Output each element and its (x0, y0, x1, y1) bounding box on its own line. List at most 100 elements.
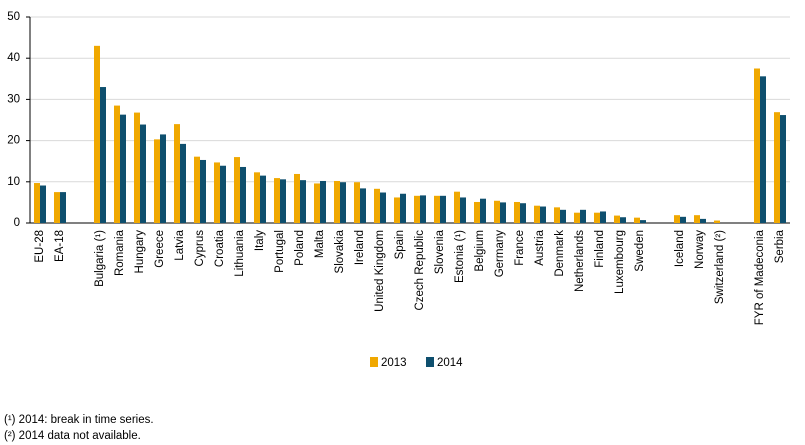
x-tick-label: United Kingdom (374, 230, 386, 312)
bar (394, 197, 400, 223)
bar (500, 202, 506, 223)
bar (700, 218, 706, 223)
bar (594, 212, 600, 223)
bar (634, 217, 640, 223)
bar (294, 173, 300, 223)
bar (234, 157, 240, 223)
bar (374, 188, 380, 223)
bar (254, 172, 260, 223)
bar (60, 192, 66, 223)
bar (480, 198, 486, 223)
x-tick-label: Spain (394, 230, 406, 259)
x-tick-label: Italy (254, 230, 266, 251)
x-tick-label: Luxembourg (614, 230, 626, 294)
y-tick-label: 10 (7, 176, 20, 188)
x-tick-label: Austria (534, 229, 546, 265)
bar (360, 188, 366, 223)
x-tick-label: Sweden (634, 230, 646, 272)
bar (400, 193, 406, 223)
bar (114, 105, 120, 223)
footnote: (¹) 2014: break in time series. (4, 414, 154, 426)
x-tick-label: Finland (594, 230, 606, 268)
bar (434, 195, 440, 223)
y-tick-label: 50 (7, 11, 20, 23)
bar (440, 195, 446, 223)
x-tick-label: Slovakia (334, 229, 346, 273)
bar (214, 162, 220, 223)
bar (714, 220, 720, 223)
bar (160, 134, 166, 223)
bar (514, 201, 520, 223)
x-tick-label: Denmark (554, 230, 566, 277)
x-tick-label: Belgium (474, 230, 486, 272)
bar (460, 197, 466, 223)
y-tick-label: 40 (7, 52, 20, 64)
bar (134, 112, 140, 223)
bar (260, 175, 266, 223)
x-tick-label: Hungary (134, 230, 146, 274)
bar (194, 156, 200, 223)
x-tick-label: Greece (154, 230, 166, 268)
x-tick-label: Romania (114, 229, 126, 276)
bar (314, 183, 320, 223)
bar (580, 209, 586, 223)
footnote: (²) 2014 data not available. (4, 430, 141, 442)
x-tick-label: Netherlands (574, 230, 586, 292)
bar (174, 124, 180, 223)
x-tick-label: Malta (314, 229, 326, 258)
x-tick-label: EU-28 (34, 230, 46, 263)
bar (754, 68, 760, 223)
y-tick-label: 30 (7, 93, 20, 105)
bar (494, 200, 500, 223)
bar (540, 206, 546, 223)
bar (280, 179, 286, 223)
x-tick-label: Croatia (214, 229, 226, 267)
x-tick-label: Germany (494, 230, 506, 278)
bar (600, 211, 606, 223)
bar (140, 124, 146, 223)
x-tick-label: Norway (694, 230, 706, 269)
bar (780, 115, 786, 223)
bar (680, 216, 686, 223)
bar (774, 112, 780, 223)
x-tick-label: Switzerland (²) (714, 230, 726, 304)
x-tick-label: Czech Republic (414, 230, 426, 311)
bar (574, 212, 580, 223)
bar (240, 166, 246, 223)
x-tick-label: Serbia (774, 229, 786, 263)
x-tick-label: France (514, 230, 526, 266)
bar (380, 192, 386, 223)
bar (640, 220, 646, 223)
legend-swatch (370, 357, 378, 367)
bar (154, 139, 160, 223)
bar (100, 87, 106, 223)
bar (614, 215, 620, 223)
bar (694, 215, 700, 223)
x-tick-label: Slovenia (434, 229, 446, 274)
bar (420, 195, 426, 223)
bar (320, 180, 326, 223)
bar (180, 143, 186, 223)
x-tick-label: FYR of Madeconia (754, 229, 766, 325)
bar (220, 165, 226, 223)
bar (760, 76, 766, 223)
x-tick-label: Poland (294, 230, 306, 266)
bar (520, 203, 526, 223)
x-tick-label: Bulgaria (¹) (94, 230, 106, 287)
y-tick-label: 0 (14, 217, 20, 229)
x-tick-label: Ireland (354, 230, 366, 265)
bar (534, 205, 540, 223)
x-tick-label: Iceland (674, 230, 686, 267)
bar (454, 191, 460, 223)
bar (340, 182, 346, 223)
bar (94, 45, 100, 224)
bar (674, 215, 680, 223)
bar (120, 114, 126, 223)
bar (620, 217, 626, 223)
bar (34, 183, 40, 223)
legend-label: 2013 (381, 357, 407, 369)
bar (554, 207, 560, 223)
bar (54, 192, 60, 223)
x-tick-label: EA-18 (54, 230, 66, 262)
